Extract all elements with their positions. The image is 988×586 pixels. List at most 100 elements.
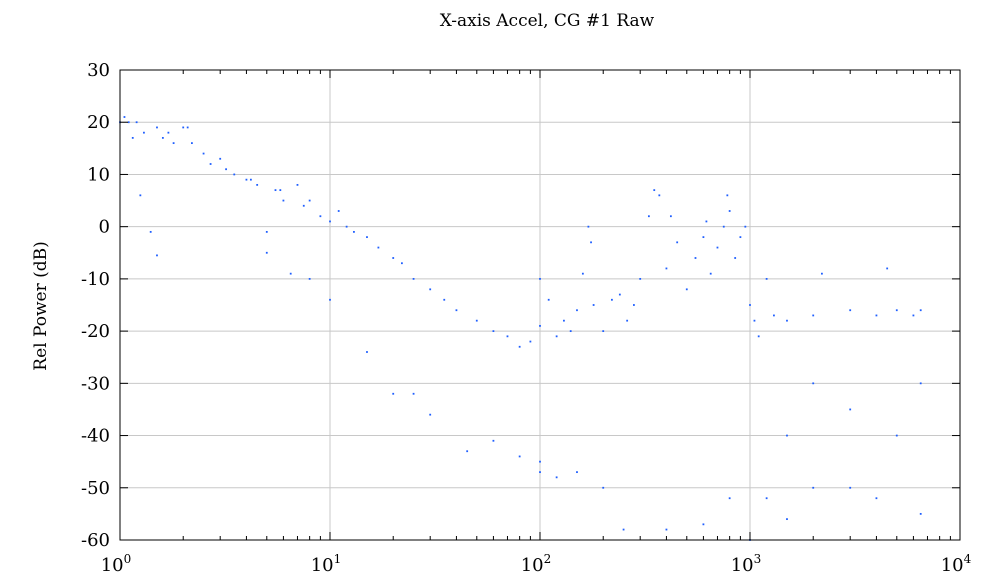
data-point	[319, 215, 322, 218]
data-point	[622, 528, 625, 531]
data-point	[518, 455, 521, 458]
data-point	[233, 173, 236, 176]
data-point	[919, 382, 922, 385]
data-point	[753, 319, 756, 322]
data-point	[219, 157, 222, 160]
x-tick-label: 101	[311, 552, 342, 576]
data-point	[139, 194, 142, 197]
data-point	[849, 309, 852, 312]
data-point	[429, 413, 432, 416]
data-point	[665, 528, 668, 531]
data-point	[279, 189, 282, 192]
data-point	[576, 471, 578, 474]
data-point	[308, 199, 311, 202]
x-tick-label: 100	[101, 552, 132, 576]
data-point	[709, 272, 712, 275]
data-point	[849, 408, 852, 411]
data-point	[919, 309, 922, 312]
data-point	[265, 251, 268, 254]
data-point	[492, 330, 495, 333]
data-point	[412, 277, 415, 280]
data-point	[455, 309, 458, 312]
data-point	[726, 194, 729, 197]
data-point	[886, 267, 889, 270]
data-point	[626, 319, 629, 322]
data-point	[161, 136, 164, 139]
data-point	[265, 230, 268, 233]
data-point	[547, 298, 550, 301]
data-point	[728, 210, 731, 212]
data-point	[716, 246, 719, 249]
data-point	[466, 450, 469, 453]
data-point	[669, 215, 672, 218]
data-point	[647, 215, 650, 218]
data-point	[182, 126, 185, 129]
data-point	[172, 142, 175, 145]
data-point	[653, 189, 656, 192]
data-point	[202, 152, 205, 155]
data-point	[329, 220, 331, 223]
data-point	[569, 330, 572, 333]
data-point	[429, 288, 432, 291]
data-point	[639, 277, 642, 280]
data-point	[555, 476, 558, 479]
data-point	[249, 178, 252, 181]
x-tick-labels: 100 101 102 103 104	[101, 552, 972, 576]
data-point	[919, 512, 922, 515]
y-tick-label: -50	[81, 478, 110, 499]
data-point	[392, 392, 395, 395]
y-tick-label: 10	[87, 164, 110, 185]
data-point	[728, 497, 731, 500]
data-point	[757, 335, 760, 338]
data-point	[274, 189, 277, 192]
data-point	[539, 471, 541, 474]
data-point	[127, 121, 130, 124]
data-point	[123, 116, 126, 118]
data-point	[225, 168, 227, 171]
data-point	[506, 335, 509, 338]
y-axis-label: Rel Power (dB)	[31, 241, 51, 370]
data-point	[587, 225, 590, 228]
data-point	[518, 345, 521, 348]
data-point	[875, 314, 878, 317]
data-point	[765, 277, 768, 280]
data-point	[186, 126, 189, 129]
data-point	[694, 257, 697, 259]
chart-title: X-axis Accel, CG #1 Raw	[440, 11, 655, 31]
x-tick-label: 104	[941, 552, 972, 576]
data-point	[895, 434, 898, 437]
data-point	[337, 210, 340, 212]
data-point	[392, 257, 395, 259]
data-point	[812, 486, 815, 489]
data-point	[443, 298, 446, 301]
data-point	[685, 288, 688, 291]
data-point	[812, 382, 815, 385]
data-point	[786, 319, 788, 322]
data-point	[296, 183, 299, 186]
data-point	[156, 254, 158, 257]
data-point	[329, 298, 331, 301]
data-point	[734, 257, 737, 259]
data-point	[895, 309, 898, 312]
data-point	[744, 225, 747, 228]
y-tick-label: -20	[81, 321, 110, 342]
data-points	[119, 116, 922, 541]
data-point	[366, 236, 368, 239]
data-point	[590, 241, 592, 244]
data-point	[786, 434, 788, 437]
x-tick-label: 102	[521, 552, 552, 576]
data-point	[345, 225, 348, 228]
data-point	[143, 131, 145, 134]
data-point	[539, 277, 541, 280]
data-point	[412, 392, 415, 395]
data-point	[353, 230, 355, 233]
data-point	[633, 304, 635, 306]
data-point	[821, 272, 823, 275]
data-point	[256, 183, 259, 186]
y-tick-label: -40	[81, 426, 110, 447]
data-point	[618, 293, 621, 296]
data-point	[576, 309, 578, 312]
data-point	[702, 236, 705, 239]
data-point	[581, 272, 584, 275]
data-point	[539, 324, 541, 327]
